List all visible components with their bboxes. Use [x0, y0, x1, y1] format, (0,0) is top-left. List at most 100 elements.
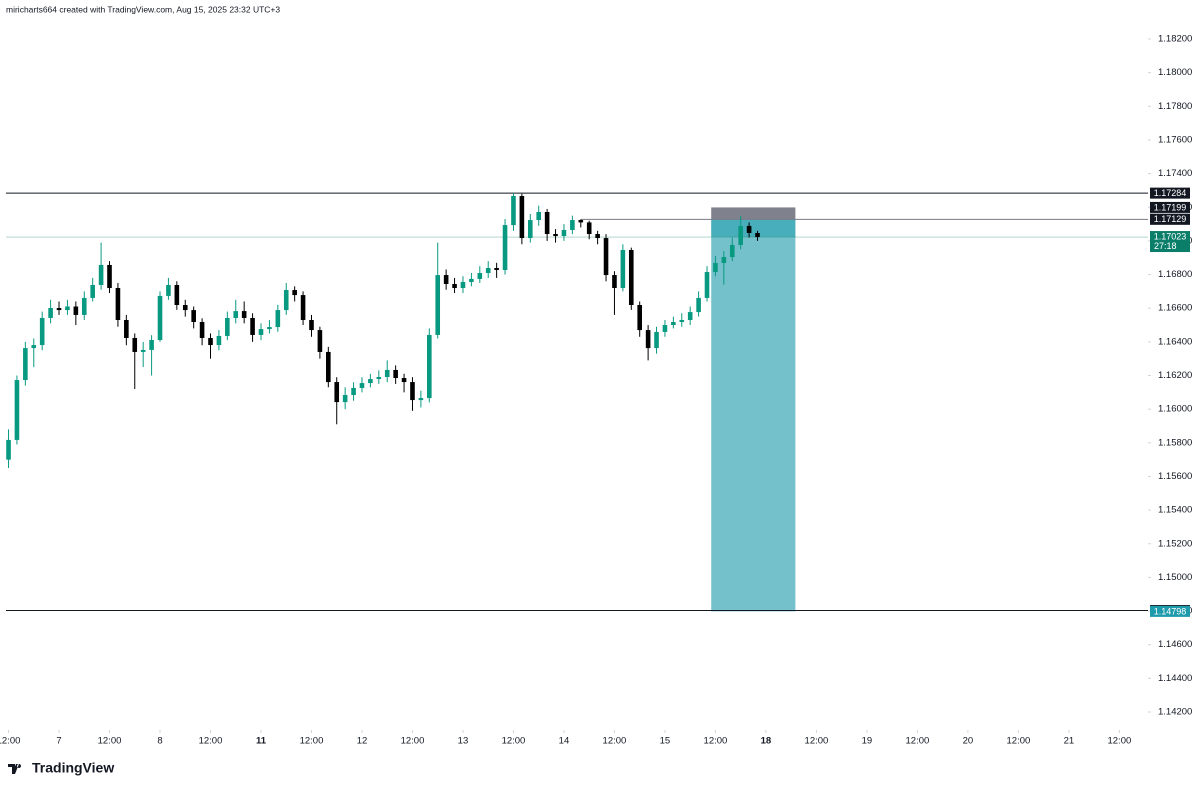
candle-body [90, 284, 95, 298]
candle-body [401, 378, 407, 383]
candle-body [98, 264, 104, 285]
candle-body [729, 244, 735, 258]
candle-body [477, 273, 483, 279]
candle-body [216, 335, 222, 346]
candle-body [267, 327, 272, 330]
candle-body [527, 220, 533, 239]
candle-body [317, 330, 323, 352]
line-price-label: 1.17284 [1154, 188, 1187, 198]
candle-body [283, 290, 289, 311]
candle-body [544, 211, 550, 235]
x-tick-label: 12:00 [603, 736, 627, 747]
candle-body [300, 295, 306, 320]
y-tick-label: 1.17600 [1158, 134, 1192, 145]
candle-body [746, 225, 752, 233]
x-tick-label: 12:00 [98, 736, 122, 747]
last-price-label: 1.17023 [1154, 231, 1187, 241]
x-tick-label: 12:00 [1007, 736, 1031, 747]
y-tick-label: 1.17400 [1158, 168, 1192, 179]
candle-body [595, 234, 600, 239]
candle-body [410, 382, 415, 401]
position-target-zone [711, 219, 796, 612]
candle-body [427, 334, 432, 399]
candle-body [140, 349, 146, 352]
candle-body [292, 290, 297, 296]
candle-body [637, 305, 642, 331]
candle-body [191, 310, 196, 323]
candle-body [14, 380, 20, 440]
y-tick-label: 1.18200 [1158, 34, 1192, 45]
candle-body [275, 310, 281, 328]
position-stop-zone [711, 207, 796, 220]
x-tick-label: 8 [157, 736, 162, 747]
stop-price-label: 1.17199 [1154, 202, 1187, 212]
candle-body [23, 348, 28, 381]
candle-body [628, 249, 634, 306]
candle-body [738, 225, 743, 245]
candle-body [233, 311, 239, 318]
x-tick-label: 12:00 [906, 736, 930, 747]
logo-icon [8, 764, 22, 774]
candle-body [586, 222, 592, 235]
y-tick-label: 1.14200 [1158, 707, 1192, 718]
candle-body [713, 262, 718, 273]
candle-body [376, 377, 382, 380]
x-tick-label: 14 [559, 736, 570, 747]
x-tick-label: 13 [458, 736, 469, 747]
candle-body [157, 295, 163, 341]
candle-body [31, 345, 37, 349]
y-tick-label: 1.16000 [1158, 404, 1192, 415]
logo: TradingView [8, 760, 114, 776]
candle-body [671, 322, 676, 326]
candle-body [612, 275, 617, 289]
candle-body [39, 317, 45, 346]
entry-price-label-box [1150, 213, 1190, 225]
candle-body [687, 312, 693, 320]
position-open-pnl [711, 219, 796, 238]
x-tick-label: 12:00 [199, 736, 223, 747]
candle-body [326, 351, 331, 383]
x-tick-label: 7 [56, 736, 61, 747]
line-price-label-box [1150, 187, 1190, 199]
candle-body [654, 331, 659, 349]
x-tick-label: 12:00 [300, 736, 324, 747]
x-tick-label: 20 [963, 736, 974, 747]
candle-body [418, 398, 424, 401]
candle-body [182, 305, 188, 311]
candle-body [250, 317, 255, 335]
logo-text: TradingView [32, 760, 114, 776]
candle-body [469, 278, 474, 282]
candle-body [460, 281, 466, 289]
x-tick-label: 12:00 [805, 736, 829, 747]
candle-body [107, 264, 112, 289]
candle-body [443, 275, 449, 284]
candle-body [208, 337, 213, 346]
y-tick-label: 1.18000 [1158, 67, 1192, 78]
entry-price-label: 1.17129 [1154, 214, 1187, 224]
candle-body [662, 325, 668, 332]
candle-body [485, 267, 491, 274]
candle-body [56, 308, 62, 311]
x-tick-label: 12 [357, 736, 368, 747]
y-tick-label: 1.15200 [1158, 538, 1192, 549]
candle-body [73, 306, 79, 315]
candle-body [704, 272, 710, 298]
candle-body [81, 297, 87, 315]
candle-body [6, 439, 11, 460]
candle-body [132, 337, 138, 352]
candle-body [755, 233, 760, 238]
candle-body [124, 319, 129, 338]
y-tick-label: 1.16800 [1158, 269, 1192, 280]
candle-body [359, 383, 365, 388]
x-tick-label: 18 [761, 736, 772, 747]
candle-body [452, 283, 457, 289]
candle-body [511, 195, 516, 226]
candle-body [679, 319, 685, 323]
target-price-label: 1.14798 [1154, 606, 1187, 616]
candle-body [48, 308, 53, 318]
candle-body [502, 225, 508, 271]
candle-body [334, 382, 340, 403]
y-tick-label: 1.16200 [1158, 370, 1192, 381]
candle-body [696, 297, 701, 313]
